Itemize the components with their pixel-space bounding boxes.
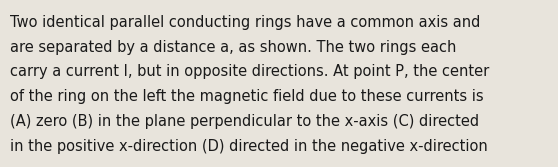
- Text: Two identical parallel conducting rings have a common axis and: Two identical parallel conducting rings …: [10, 15, 480, 30]
- Text: in the positive x-direction (D) directed in the negative x-direction: in the positive x-direction (D) directed…: [10, 139, 488, 154]
- Text: carry a current I, but in opposite directions. At point P, the center: carry a current I, but in opposite direc…: [10, 64, 489, 79]
- Text: (A) zero (B) in the plane perpendicular to the x-axis (C) directed: (A) zero (B) in the plane perpendicular …: [10, 114, 479, 129]
- Text: are separated by a distance a, as shown. The two rings each: are separated by a distance a, as shown.…: [10, 40, 456, 55]
- Text: of the ring on the left the magnetic field due to these currents is: of the ring on the left the magnetic fie…: [10, 89, 484, 104]
